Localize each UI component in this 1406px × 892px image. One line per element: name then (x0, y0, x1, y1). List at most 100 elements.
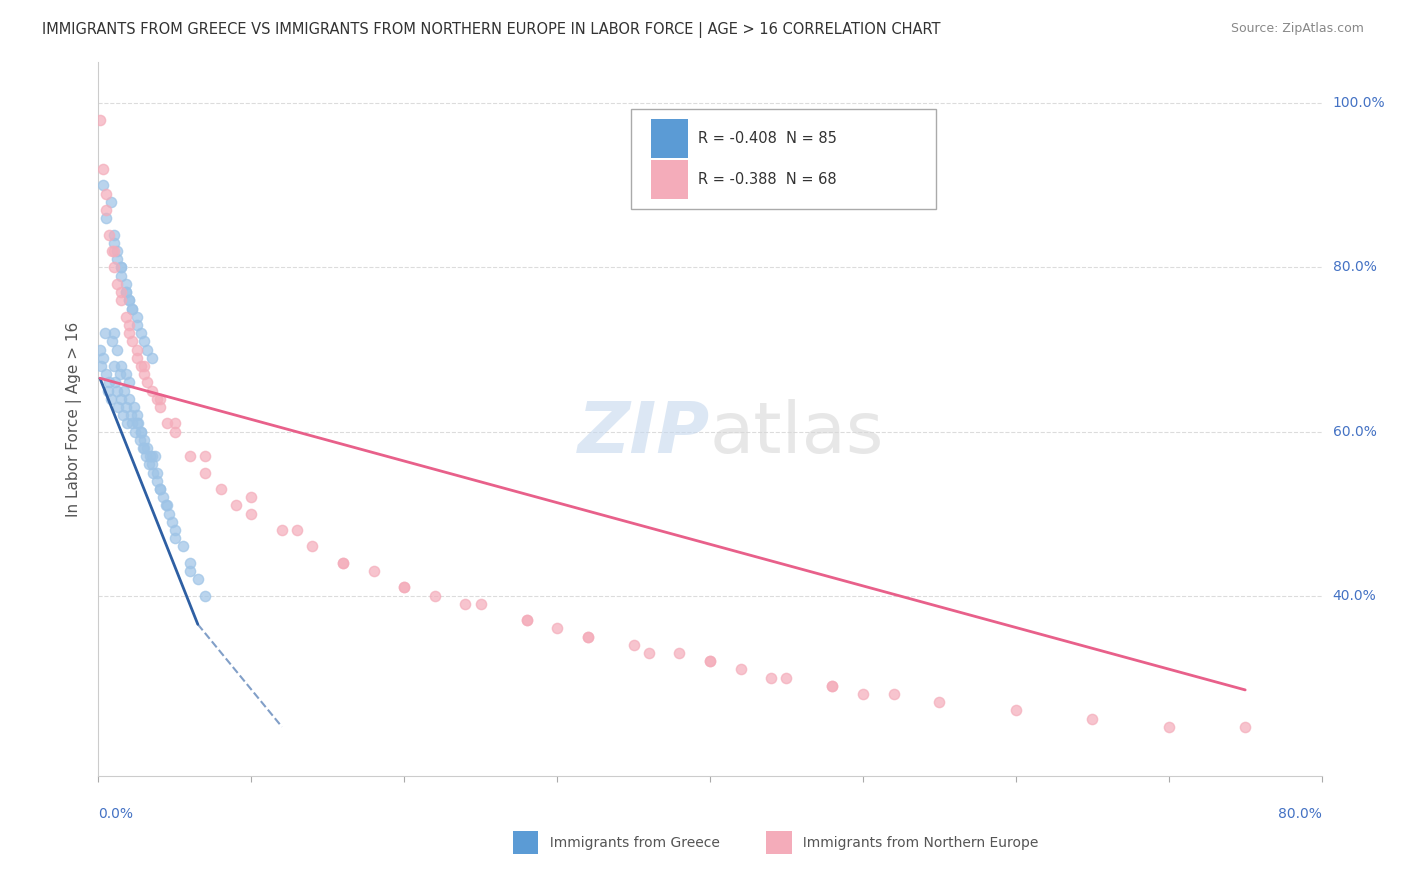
Point (270, 523, 292, 537)
Point (240, 507, 263, 521)
Point (301, 540, 323, 554)
Point (775, 671, 797, 685)
Point (149, 482, 172, 496)
Point (145, 474, 167, 488)
FancyBboxPatch shape (630, 109, 936, 209)
Point (149, 400, 172, 414)
Point (546, 621, 568, 635)
Point (129, 425, 152, 439)
Point (129, 359, 152, 373)
Point (132, 441, 155, 455)
Point (94, 367, 117, 381)
Text: ZIP: ZIP (578, 399, 710, 468)
Point (135, 449, 157, 463)
Point (163, 425, 186, 439)
Point (98, 376, 121, 390)
Point (115, 285, 138, 299)
Point (120, 408, 142, 422)
Text: 80.0%: 80.0% (1333, 260, 1376, 275)
Point (141, 351, 163, 365)
Text: R = -0.388  N = 68: R = -0.388 N = 68 (697, 171, 837, 186)
Point (115, 400, 138, 414)
Text: atlas: atlas (710, 399, 884, 468)
Point (163, 531, 186, 545)
Point (145, 392, 167, 406)
Point (139, 449, 162, 463)
Point (156, 417, 179, 431)
Point (423, 589, 446, 603)
Point (928, 695, 950, 709)
Point (125, 310, 148, 324)
Point (576, 630, 599, 644)
Point (89, 343, 111, 357)
Point (100, 194, 122, 209)
Point (179, 449, 201, 463)
Point (155, 499, 177, 513)
Point (172, 540, 194, 554)
Point (103, 235, 125, 250)
Point (104, 376, 127, 390)
Point (89, 112, 111, 127)
Point (163, 523, 186, 537)
Point (152, 490, 174, 504)
Point (115, 285, 138, 299)
Point (134, 334, 156, 349)
Point (91, 162, 114, 177)
Point (149, 392, 172, 406)
Point (699, 654, 721, 668)
Point (129, 326, 152, 340)
Point (110, 268, 132, 283)
Y-axis label: In Labor Force | Age > 16: In Labor Force | Age > 16 (66, 322, 83, 516)
Point (118, 293, 141, 308)
Point (141, 458, 163, 472)
Point (125, 408, 148, 422)
Text: 40.0%: 40.0% (1333, 589, 1376, 603)
Point (134, 367, 156, 381)
Point (128, 433, 150, 447)
Point (110, 293, 132, 308)
Bar (651, 119, 688, 158)
Point (118, 318, 141, 332)
Point (125, 417, 148, 431)
Point (91, 178, 114, 193)
Point (141, 449, 163, 463)
Point (470, 597, 492, 611)
Point (110, 260, 132, 275)
Point (138, 458, 160, 472)
Point (821, 679, 844, 693)
Text: 100.0%: 100.0% (1333, 96, 1385, 111)
Text: 0.0%: 0.0% (98, 807, 134, 822)
Point (125, 343, 148, 357)
Point (332, 556, 354, 570)
Point (149, 482, 172, 496)
Point (125, 318, 148, 332)
Point (97, 384, 120, 398)
Point (94, 203, 117, 218)
Point (134, 441, 156, 455)
Point (136, 441, 159, 455)
Text: R = -0.408  N = 85: R = -0.408 N = 85 (697, 131, 837, 146)
Point (160, 515, 183, 529)
Point (134, 433, 156, 447)
Point (136, 376, 159, 390)
Point (121, 301, 143, 316)
Point (225, 499, 247, 513)
Point (103, 260, 125, 275)
Point (187, 572, 209, 586)
Point (91, 351, 114, 365)
Point (332, 556, 354, 570)
Point (118, 376, 141, 390)
Point (110, 392, 132, 406)
Point (105, 343, 128, 357)
Point (101, 334, 124, 349)
Point (111, 408, 134, 422)
Point (1234, 720, 1257, 734)
Point (125, 351, 148, 365)
Point (103, 326, 125, 340)
Point (637, 646, 661, 660)
Point (179, 564, 201, 578)
Point (103, 359, 125, 373)
Point (121, 301, 143, 316)
Text: Immigrants from Northern Europe: Immigrants from Northern Europe (794, 836, 1039, 850)
Point (143, 449, 166, 463)
